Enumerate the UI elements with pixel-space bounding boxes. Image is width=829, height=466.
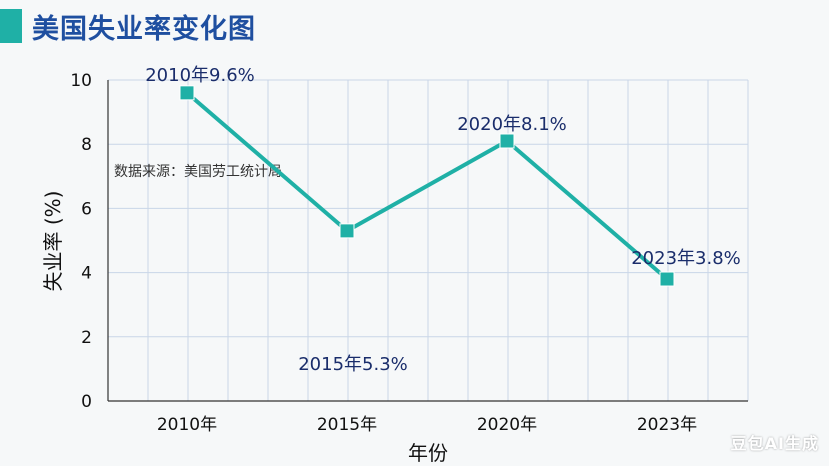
- title-bar: 美国失业率变化图: [0, 8, 256, 45]
- data-point-marker: [499, 133, 515, 149]
- title-accent-block: [0, 9, 22, 43]
- data-label: 2010年9.6%: [145, 65, 255, 86]
- y-axis-label: 失业率 (%): [41, 191, 65, 292]
- data-point-marker: [339, 223, 355, 239]
- series-line: [185, 91, 669, 281]
- y-tick-label: 6: [81, 199, 92, 219]
- page-title: 美国失业率变化图: [32, 13, 256, 45]
- y-tick-label: 2: [81, 328, 92, 348]
- axis-layer: 0 2 4 6 8 10 2010年 2015年 2020年 2023年: [70, 71, 748, 435]
- data-label: 2023年3.8%: [631, 248, 741, 269]
- y-tick-label: 10: [70, 71, 92, 91]
- y-tick-label: 4: [81, 264, 92, 284]
- grid-layer: [107, 79, 749, 402]
- watermark: 豆包AI生成: [730, 434, 819, 453]
- y-tick-label: 8: [81, 135, 92, 155]
- x-axis-label: 年份: [408, 441, 448, 465]
- series-layer: [179, 85, 675, 287]
- data-label: 2020年8.1%: [457, 114, 567, 135]
- x-tick-label: 2023年: [637, 415, 697, 435]
- source-note: 数据来源：美国劳工统计局: [114, 164, 282, 180]
- data-point-marker: [179, 85, 195, 101]
- x-tick-label: 2020年: [477, 415, 537, 435]
- x-tick-label: 2015年: [317, 415, 377, 435]
- x-tick-label: 2010年: [157, 415, 217, 435]
- data-label-layer: 2010年9.6% 2015年5.3% 2020年8.1% 2023年3.8%: [145, 65, 741, 375]
- data-point-marker: [659, 271, 675, 287]
- y-tick-label: 0: [81, 392, 92, 412]
- data-label: 2015年5.3%: [298, 354, 408, 375]
